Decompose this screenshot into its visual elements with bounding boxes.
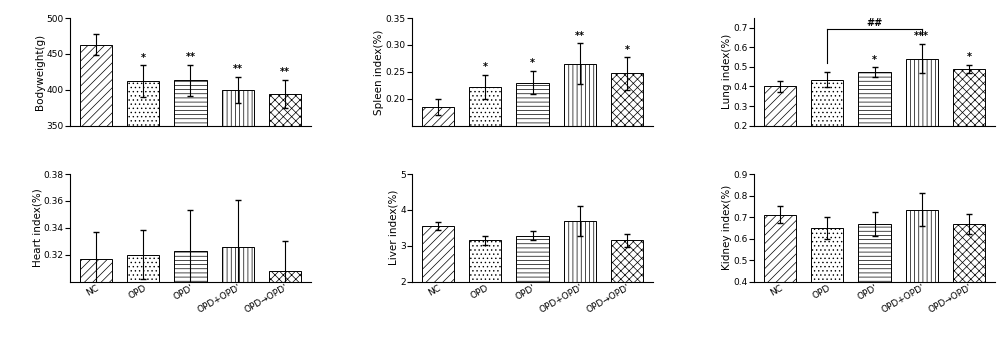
Bar [269, 271, 301, 282]
Bar [564, 64, 596, 126]
Bar [953, 224, 985, 282]
Bar [269, 94, 301, 126]
Text: *: * [872, 55, 877, 65]
Bar [222, 247, 254, 282]
Bar [422, 226, 454, 282]
Text: *: * [967, 52, 972, 62]
Y-axis label: Spleen index(%): Spleen index(%) [374, 29, 384, 114]
Bar [906, 58, 938, 126]
Bar [516, 236, 549, 282]
Bar [174, 81, 207, 126]
Bar [516, 83, 549, 126]
Text: ***: *** [914, 31, 929, 41]
Y-axis label: Kidney index(%): Kidney index(%) [722, 185, 732, 270]
Bar [953, 69, 985, 126]
Text: **: ** [233, 64, 243, 74]
Text: *: * [530, 58, 535, 68]
Bar [127, 255, 159, 282]
Bar [564, 221, 596, 282]
Bar [469, 240, 501, 282]
Text: **: ** [280, 67, 290, 77]
Text: *: * [141, 53, 146, 63]
Y-axis label: Lung index(%): Lung index(%) [722, 34, 732, 109]
Bar [906, 209, 938, 282]
Bar [80, 44, 112, 126]
Bar [811, 228, 843, 282]
Text: *: * [624, 45, 629, 55]
Bar [80, 259, 112, 282]
Y-axis label: Heart index(%): Heart index(%) [32, 188, 42, 267]
Bar [127, 81, 159, 126]
Y-axis label: Bodyweight(g): Bodyweight(g) [35, 34, 45, 110]
Y-axis label: Liver index(%): Liver index(%) [389, 190, 399, 265]
Bar [422, 107, 454, 126]
Bar [222, 90, 254, 126]
Text: *: * [483, 62, 488, 72]
Bar [611, 73, 643, 126]
Text: ##: ## [866, 18, 883, 28]
Text: **: ** [575, 31, 585, 41]
Bar [174, 251, 207, 282]
Bar [611, 240, 643, 282]
Bar [811, 80, 843, 126]
Bar [469, 87, 501, 126]
Bar [764, 87, 796, 126]
Text: **: ** [185, 52, 195, 62]
Bar [764, 215, 796, 282]
Bar [858, 224, 891, 282]
Bar [858, 72, 891, 126]
